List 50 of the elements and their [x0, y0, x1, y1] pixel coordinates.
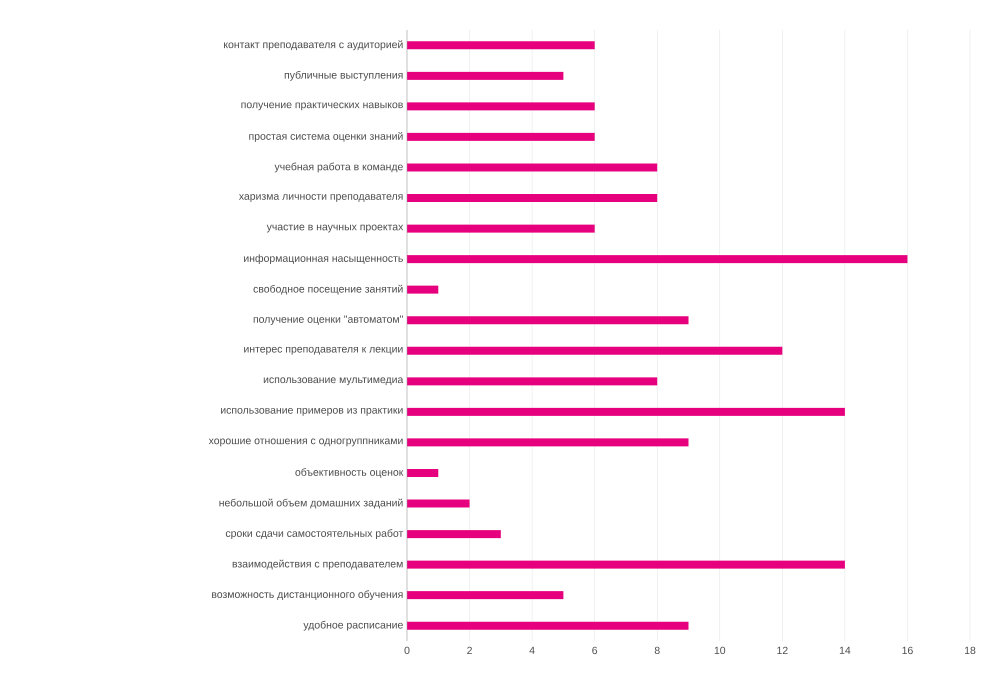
y-tick-label: сроки сдачи самостоятельных работ	[226, 529, 404, 540]
x-tick-label: 18	[964, 646, 976, 654]
bar	[407, 591, 564, 600]
bar	[407, 530, 501, 538]
x-tick-label: 14	[840, 646, 850, 654]
x-tick-label: 8	[654, 646, 660, 654]
y-tick-label: контакт преподавателя с аудиторией	[224, 40, 403, 50]
bar	[407, 560, 845, 569]
y-tick-label: получение оценки "автоматом"	[254, 316, 403, 325]
x-tick-label: 16	[902, 646, 913, 654]
x-tick-label: 12	[777, 646, 788, 654]
bar	[407, 500, 470, 508]
x-tick-label: 4	[529, 646, 535, 654]
bar	[407, 408, 845, 416]
bar	[407, 286, 438, 294]
y-tick-label: взаимодействия с преподавателем	[232, 560, 403, 570]
bar	[407, 224, 595, 233]
y-tick-label: объективность оценок	[295, 468, 404, 478]
y-tick-label: использование мультимедиа	[264, 377, 404, 386]
y-tick-label: учебная работа в команде	[274, 162, 403, 172]
y-tick-label: свободное посещение занятий	[254, 284, 403, 295]
x-tick-label: 0	[404, 646, 410, 654]
y-tick-label: небольшой объем домашних заданий	[219, 498, 403, 508]
bar	[407, 622, 689, 630]
x-tick-label: 2	[467, 646, 472, 654]
y-tick-label: информационная насыщенность	[244, 254, 403, 264]
y-tick-label: получение практических навыков	[241, 102, 403, 110]
y-tick-label: простая система оценки знаний	[249, 132, 403, 142]
bar	[407, 194, 658, 202]
bar	[407, 438, 689, 446]
y-tick-label: использование примеров из практики	[221, 408, 403, 416]
y-tick-label: харизма личности преподавателя	[238, 194, 403, 202]
y-tick-label: возможность дистанционного обучения	[212, 590, 403, 600]
bar	[407, 41, 595, 50]
bar	[407, 255, 908, 264]
bar	[407, 316, 689, 324]
y-tick-label: хорошие отношения с одногруппниками	[208, 438, 403, 446]
bar	[407, 102, 595, 110]
y-tick-label: удобное расписание	[303, 620, 403, 631]
bar	[407, 468, 438, 477]
y-tick-label: участие в научных проектах	[266, 224, 404, 232]
bar	[407, 346, 782, 355]
y-tick-label: публичные выступления	[284, 70, 403, 81]
bar	[407, 377, 658, 386]
bar	[407, 132, 595, 141]
bar	[407, 72, 564, 80]
x-tick-label: 10	[714, 646, 726, 654]
x-tick-label: 6	[592, 646, 598, 654]
bar	[407, 163, 658, 172]
y-tick-label: интерес преподавателя к лекции	[244, 346, 403, 355]
